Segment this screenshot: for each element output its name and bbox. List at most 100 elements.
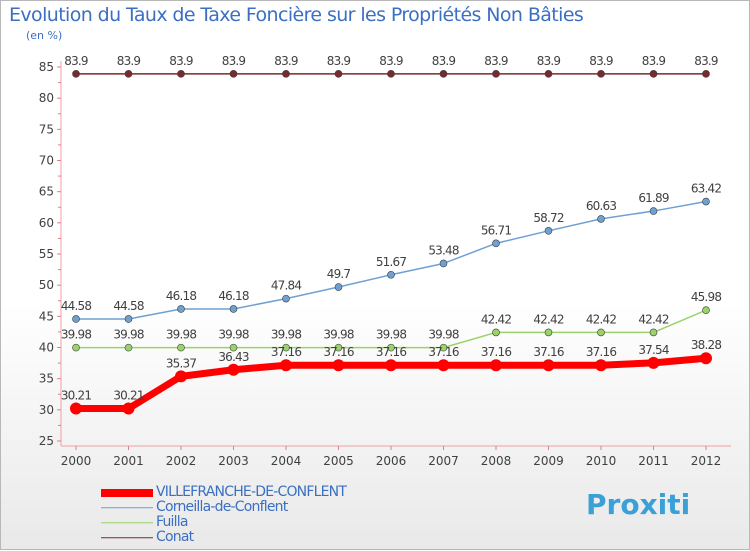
y-tick-label: 80	[39, 91, 54, 105]
data-label-fuilla: 39.98	[113, 328, 144, 342]
data-point-conat	[702, 70, 710, 78]
y-axis-unit-label: (en %)	[26, 29, 63, 42]
x-tick-label: 2008	[481, 454, 512, 468]
legend-label-conat: Conat	[156, 529, 194, 545]
data-point-corneilla-de-conflent	[282, 294, 290, 303]
y-tick-label: 25	[39, 434, 54, 448]
data-point-corneilla-de-conflent	[649, 207, 658, 215]
y-tick-label: 40	[39, 341, 54, 355]
data-label-conat: 83.9	[327, 54, 351, 68]
data-point-fuilla	[334, 343, 343, 352]
data-label-fuilla: 39.98	[61, 328, 92, 342]
data-label-corneilla-de-conflent: 53.48	[428, 243, 459, 257]
data-point-villefranche-de-conflent	[490, 359, 502, 372]
data-label-corneilla-de-conflent: 60.63	[586, 199, 617, 213]
legend-item-corneilla: Corneilla-de-Conflent	[101, 500, 481, 515]
data-label-villefranche-de-conflent: 37.16	[271, 345, 302, 359]
x-tick-label: 2005	[323, 454, 354, 468]
data-label-villefranche-de-conflent: 37.16	[533, 345, 564, 359]
data-label-conat: 83.9	[432, 54, 456, 68]
data-point-fuilla	[439, 343, 448, 352]
data-point-fuilla	[492, 328, 500, 337]
data-label-conat: 83.9	[64, 54, 88, 68]
data-label-fuilla: 39.98	[218, 328, 249, 342]
data-label-fuilla: 39.98	[166, 328, 197, 342]
x-tick-label: 2000	[61, 454, 92, 468]
data-point-villefranche-de-conflent	[280, 359, 292, 372]
data-point-conat	[492, 70, 500, 78]
data-point-corneilla-de-conflent	[544, 227, 553, 235]
y-tick-label: 50	[39, 278, 54, 292]
data-point-corneilla-de-conflent	[334, 283, 343, 291]
data-point-fuilla	[282, 343, 290, 352]
data-label-villefranche-de-conflent: 38.28	[691, 338, 722, 352]
data-label-fuilla: 42.42	[638, 312, 669, 326]
data-label-villefranche-de-conflent: 37.16	[586, 345, 617, 359]
data-point-villefranche-de-conflent	[227, 363, 240, 376]
data-label-conat: 83.9	[117, 54, 141, 68]
data-point-corneilla-de-conflent	[229, 305, 238, 313]
legend-label-fuilla: Fuilla	[156, 514, 188, 530]
legend-swatch-corneilla	[101, 506, 153, 509]
data-label-villefranche-de-conflent: 37.16	[428, 345, 459, 359]
data-point-fuilla	[702, 306, 710, 315]
data-point-corneilla-de-conflent	[387, 270, 395, 279]
data-label-corneilla-de-conflent: 58.72	[533, 211, 564, 225]
data-point-villefranche-de-conflent	[542, 359, 555, 372]
data-label-corneilla-de-conflent: 47.84	[271, 279, 302, 293]
y-tick-label: 60	[39, 216, 54, 230]
x-tick-label: 2004	[271, 454, 302, 468]
data-label-conat: 83.9	[589, 54, 613, 68]
proxiti-logo: Proxiti	[586, 488, 691, 521]
data-point-corneilla-de-conflent	[124, 315, 133, 323]
data-label-fuilla: 45.98	[691, 290, 722, 304]
data-point-fuilla	[177, 343, 185, 352]
data-point-villefranche-de-conflent	[332, 359, 345, 372]
data-point-villefranche-de-conflent	[122, 402, 135, 415]
data-point-corneilla-de-conflent	[177, 305, 185, 313]
data-label-villefranche-de-conflent: 36.43	[218, 350, 249, 364]
data-label-fuilla: 39.98	[376, 328, 407, 342]
data-point-fuilla	[124, 343, 133, 352]
data-label-villefranche-de-conflent: 30.21	[61, 389, 92, 403]
data-label-conat: 83.9	[642, 54, 666, 68]
legend-label-corneilla: Corneilla-de-Conflent	[156, 499, 288, 515]
data-point-villefranche-de-conflent	[700, 352, 712, 365]
data-label-fuilla: 42.42	[533, 312, 564, 326]
data-point-corneilla-de-conflent	[702, 197, 710, 206]
data-point-conat	[334, 70, 343, 78]
legend-swatch-conat	[101, 536, 153, 539]
y-tick-label: 85	[39, 60, 54, 74]
y-tick-label: 75	[39, 122, 54, 136]
data-point-fuilla	[649, 328, 658, 337]
data-label-conat: 83.9	[274, 54, 298, 68]
data-point-fuilla	[597, 328, 605, 337]
data-label-fuilla: 42.42	[586, 312, 617, 326]
data-label-corneilla-de-conflent: 49.7	[327, 267, 351, 281]
chart-legend: VILLEFRANCHE-DE-CONFLENT Corneilla-de-Co…	[101, 485, 481, 545]
data-point-villefranche-de-conflent	[385, 359, 397, 372]
x-tick-label: 2001	[113, 454, 144, 468]
x-tick-label: 2010	[586, 454, 617, 468]
data-label-corneilla-de-conflent: 56.71	[481, 223, 512, 237]
data-point-fuilla	[229, 343, 238, 352]
data-label-corneilla-de-conflent: 63.42	[691, 182, 722, 196]
chart-title: Evolution du Taux de Taxe Foncière sur l…	[9, 4, 584, 26]
data-label-conat: 83.9	[484, 54, 508, 68]
data-point-conat	[649, 70, 658, 78]
data-point-corneilla-de-conflent	[72, 315, 80, 323]
data-label-conat: 83.9	[379, 54, 403, 68]
data-label-fuilla: 39.98	[428, 328, 459, 342]
x-tick-label: 2002	[166, 454, 197, 468]
y-tick-label: 70	[39, 154, 54, 168]
data-label-fuilla: 39.98	[271, 328, 302, 342]
y-tick-label: 30	[39, 403, 54, 417]
x-tick-label: 2009	[533, 454, 564, 468]
y-tick-label: 55	[39, 247, 54, 261]
data-point-villefranche-de-conflent	[175, 370, 187, 383]
data-point-villefranche-de-conflent	[70, 402, 82, 415]
data-point-conat	[439, 70, 448, 78]
data-point-conat	[72, 70, 80, 78]
data-label-fuilla: 42.42	[481, 312, 512, 326]
